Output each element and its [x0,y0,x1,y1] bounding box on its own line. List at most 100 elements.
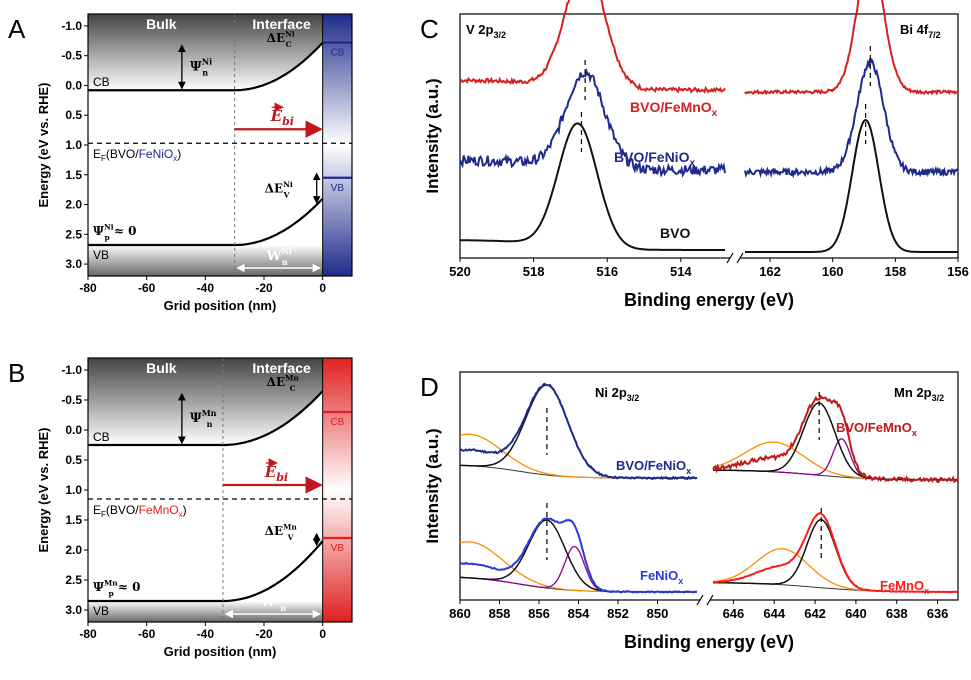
vb-region-fill [88,601,323,622]
x-tick-label: 162 [759,264,781,279]
x-axis-label: Grid position (nm) [164,644,277,659]
panel-a: CB VB -1.0 -0.5 0.0 0.5 1.0 1.5 2.0 2.5 3.0 -80 -60 -… [8,13,353,313]
x-tick-label: 158 [885,264,907,279]
interface-label: Interface [252,360,311,376]
x-tick-label: 852 [607,606,629,621]
wn-label: WNi n [266,246,292,267]
x-tick-label: -60 [138,281,156,295]
fit-main [713,402,958,481]
y-tick-label: 1.0 [65,138,82,152]
cb-label: CB [93,75,110,89]
x-tick-label: -80 [79,281,97,295]
y-axis-label: Intensity (a.u.) [423,428,442,543]
y-tick-label: -1.0 [61,19,82,33]
x-tick-label: 514 [670,264,692,279]
region-label-v2p: V 2p3/2 [466,22,506,40]
series-line-v2p [459,0,726,94]
region-label-mn2p: Mn 2p3/2 [894,385,944,403]
axis-break-mark [736,252,744,264]
x-tick-label: 636 [927,606,949,621]
psi-p-label: ΨMn p ≈ 0 [93,579,140,598]
region-label-bi4f: Bi 4f7/2 [900,22,941,40]
y-axis-label: Energy (eV vs. RHE) [36,83,51,208]
vb-label: VB [93,604,109,618]
wn-label: WMn n [260,592,291,613]
band-diagram: CB VB -1.0 -0.5 0.0 0.5 1.0 1.5 2.0 2.5 3.0 -80 -60 -… [36,357,353,659]
fit-background [713,469,958,481]
x-tick-label: 850 [647,606,669,621]
y-tick-label: 3.0 [65,257,82,271]
series-line-bvo-feniox [459,382,698,481]
y-axis-label: Energy (eV vs. RHE) [36,428,51,553]
x-tick-label: 516 [596,264,618,279]
contact-cb-label: CB [330,48,344,59]
y-tick-label: 0.0 [65,78,82,92]
x-tick-label: 856 [528,606,550,621]
series-label: FeMnOx [880,578,929,596]
x-tick-label: 644 [763,606,785,621]
vb-curve [88,197,324,247]
panel-letter: C [420,14,439,44]
gap-region [88,42,323,246]
y-tick-label: 0.5 [65,453,82,467]
x-tick-label: -20 [255,281,273,295]
y-axis-label: Intensity (a.u.) [423,78,442,193]
bulk-label: Bulk [146,16,177,32]
series-line-bi4f [745,119,958,253]
x-tick-label: 860 [449,606,471,621]
series-line-bi4f [744,0,959,96]
y-tick-label: 2.0 [65,198,82,212]
series-label: BVO/FeNiOx [614,149,695,169]
y-tick-label: 0.5 [65,108,82,122]
x-tick-label: 0 [319,627,326,641]
x-tick-label: 520 [449,264,471,279]
cocatalyst-region [322,358,352,622]
x-tick-label: 156 [947,264,969,279]
series-label: BVO/FeMnOx [630,99,718,119]
x-tick-label: 0 [319,281,326,295]
delta-ev-label: ΔEMn V [265,523,298,542]
y-tick-label: 1.5 [65,168,82,182]
x-tick-label: 640 [845,606,867,621]
contact-vb-label: VB [331,543,345,554]
contact-cb-label: CB [330,417,344,428]
panel-letter: B [8,358,25,388]
x-tick-label: 858 [489,606,511,621]
axis-break-mark [696,594,704,606]
contact-vb-label: VB [331,183,345,194]
plot-frame [459,13,959,259]
x-axis-label: Grid position (nm) [164,298,277,313]
panel-letter: D [420,372,439,402]
fermi-label: EF(BVO/FeNiOx) [93,147,181,163]
y-tick-label: 1.0 [65,483,82,497]
x-tick-label: -40 [197,627,215,641]
y-tick-label: 2.5 [65,573,82,587]
series-line-v2p [459,68,726,178]
series-line-femnox [712,512,959,594]
delta-ev-label: ΔENi V [265,180,293,199]
series-line-bi4f [744,57,959,179]
y-tick-label: -1.0 [61,363,82,377]
x-tick-label: -20 [255,627,273,641]
cocatalyst-region [322,14,352,276]
y-tick-label: 2.5 [65,227,82,241]
panel-c: C 520 518 516 514 162 160 158 156 Binding energy … [420,0,969,310]
axis-break-gap [700,596,710,604]
x-tick-label: 642 [804,606,826,621]
band-diagram: CB VB -1.0 -0.5 0.0 0.5 1.0 1.5 2.0 2.5 3.0 -80 -60 -… [36,13,353,313]
cb-curve [88,390,324,447]
y-tick-label: 2.0 [65,543,82,557]
series-line-feniox [459,517,698,594]
region-label-ni2p: Ni 2p3/2 [595,385,639,403]
x-tick-label: 854 [568,606,590,621]
panel-letter: A [8,14,26,44]
axis-break-mark [706,594,714,606]
x-tick-label: 518 [523,264,545,279]
psi-p-label: ΨNi p ≈ 0 [93,223,136,242]
x-tick-label: 160 [822,264,844,279]
x-tick-label: -40 [197,281,215,295]
panel-d: D 860 858 856 854 852 850 646 644 642 640 638 636 Bin… [420,371,959,652]
x-axis-label: Binding energy (eV) [624,632,794,652]
series-line-v2p [460,122,725,251]
